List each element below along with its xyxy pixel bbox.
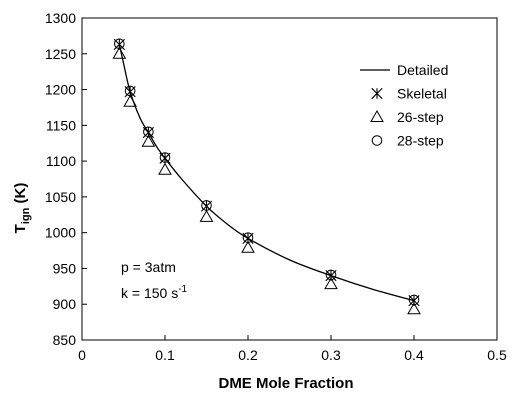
y-axis-title-subscript: ign xyxy=(20,207,32,224)
legend-item-detailed: Detailed xyxy=(360,62,448,78)
data-point-28-step xyxy=(408,294,420,306)
x-axis-title: DME Mole Fraction xyxy=(218,375,353,392)
strain-rate-main: k = 150 s xyxy=(121,285,178,301)
data-point-26-step xyxy=(158,162,172,175)
data-point-28-step xyxy=(201,200,212,211)
pressure-annotation: p = 3atm xyxy=(121,259,176,275)
legend-item-28-step: 28-step xyxy=(371,133,444,149)
y-tick-label: 1150 xyxy=(46,117,76,133)
y-tick-label: 1200 xyxy=(45,82,76,98)
strain-rate-superscript: -1 xyxy=(178,284,187,295)
y-tick-label: 1300 xyxy=(45,10,76,26)
y-axis-title-main: T xyxy=(12,224,29,233)
axes xyxy=(81,17,498,341)
legend-label: 26-step xyxy=(397,109,444,125)
data-point-26-step xyxy=(141,134,156,147)
series-28-step xyxy=(114,38,420,306)
data-point-26-step xyxy=(199,209,214,222)
x-tick-label: 0.3 xyxy=(321,347,341,363)
strain-rate-annotation: k = 150 s-1 xyxy=(121,284,188,301)
data-point-28-step xyxy=(242,232,254,243)
data-point-28-step xyxy=(325,269,337,281)
y-tick-label: 1000 xyxy=(45,225,76,241)
y-tick-label: 900 xyxy=(53,296,77,312)
legend: Detailed Skeletal 26-step 28-step xyxy=(360,62,448,149)
x-tick-label: 0.4 xyxy=(404,347,424,363)
data-point-28-step xyxy=(114,38,125,50)
y-axis-title: Tign (K) xyxy=(12,183,32,234)
series-26-step xyxy=(112,46,421,315)
legend-marker-swatch xyxy=(371,135,383,146)
x-tick-label: 0.2 xyxy=(238,347,258,363)
y-tick-label: 950 xyxy=(53,260,77,276)
legend-label: Skeletal xyxy=(397,86,447,102)
y-axis-title-unit: (K) xyxy=(12,183,29,208)
legend-label: 28-step xyxy=(397,133,444,149)
data-point-26-step xyxy=(123,94,138,107)
plot-frame xyxy=(81,17,498,341)
legend-marker-swatch xyxy=(371,87,383,100)
data-point-26-step xyxy=(112,46,127,59)
data-point-28-step xyxy=(124,85,136,97)
data-point-26-step xyxy=(324,277,338,290)
y-tick-label: 1050 xyxy=(45,189,76,205)
y-tick-label: 1100 xyxy=(46,153,76,169)
data-point-28-step xyxy=(143,126,154,138)
x-tick-label: 0.5 xyxy=(487,347,507,363)
data-series xyxy=(112,38,421,315)
y-tick-label: 1250 xyxy=(45,46,76,62)
tick-marks xyxy=(81,17,498,341)
legend-label: Detailed xyxy=(397,62,448,78)
y-tick-label: 850 xyxy=(53,332,77,348)
legend-marker-swatch xyxy=(370,109,384,122)
data-point-26-step xyxy=(407,302,421,315)
legend-item-26-step: 26-step xyxy=(370,109,444,125)
tick-labels: 0 0.1 0.2 0.3 0.4 0.5 850 900 950 1000 1050 1100 115… xyxy=(45,10,507,363)
x-tick-label: 0 xyxy=(78,347,86,363)
legend-item-skeletal: Skeletal xyxy=(371,86,447,102)
x-tick-label: 0.1 xyxy=(155,347,175,363)
data-point-26-step xyxy=(241,240,255,253)
data-point-28-step xyxy=(159,152,171,163)
